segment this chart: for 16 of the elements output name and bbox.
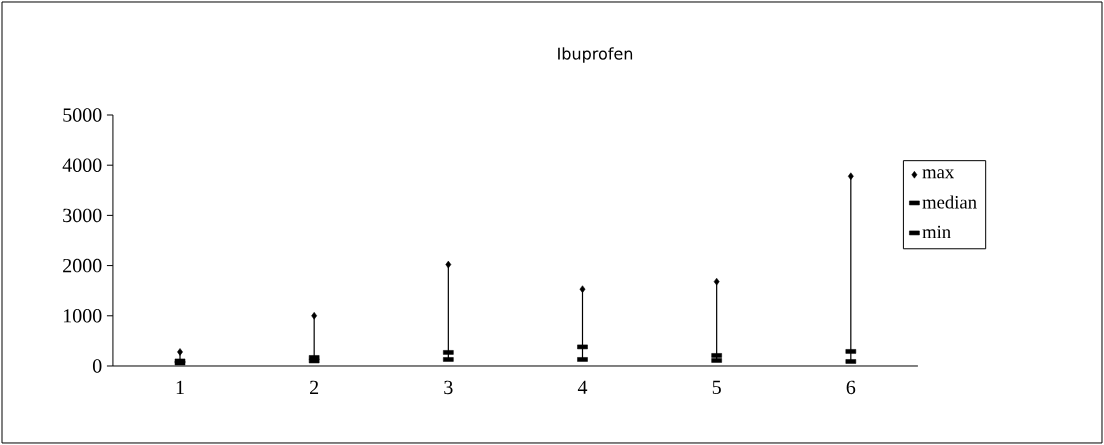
y-tick-label: 3000 <box>63 208 102 223</box>
y-tick-label: 0 <box>92 359 102 373</box>
x-tick-label: 4 <box>577 380 588 394</box>
x-tick-label: 3 <box>444 380 453 395</box>
legend-label: max <box>922 169 954 179</box>
x-tick-label: 2 <box>310 380 319 394</box>
legend-label: min <box>922 225 951 239</box>
y-tick-label: 5000 <box>63 108 102 122</box>
y-tick-label: 1000 <box>63 309 102 323</box>
chart-title: Ibuprofen <box>558 47 633 63</box>
x-tick-label: 1 <box>176 380 184 394</box>
legend-label: median <box>922 195 977 209</box>
y-tick-label: 2000 <box>63 258 102 273</box>
x-tick-label: 5 <box>712 380 721 394</box>
y-tick-label: 4000 <box>62 158 102 172</box>
x-tick-label: 6 <box>846 380 856 395</box>
